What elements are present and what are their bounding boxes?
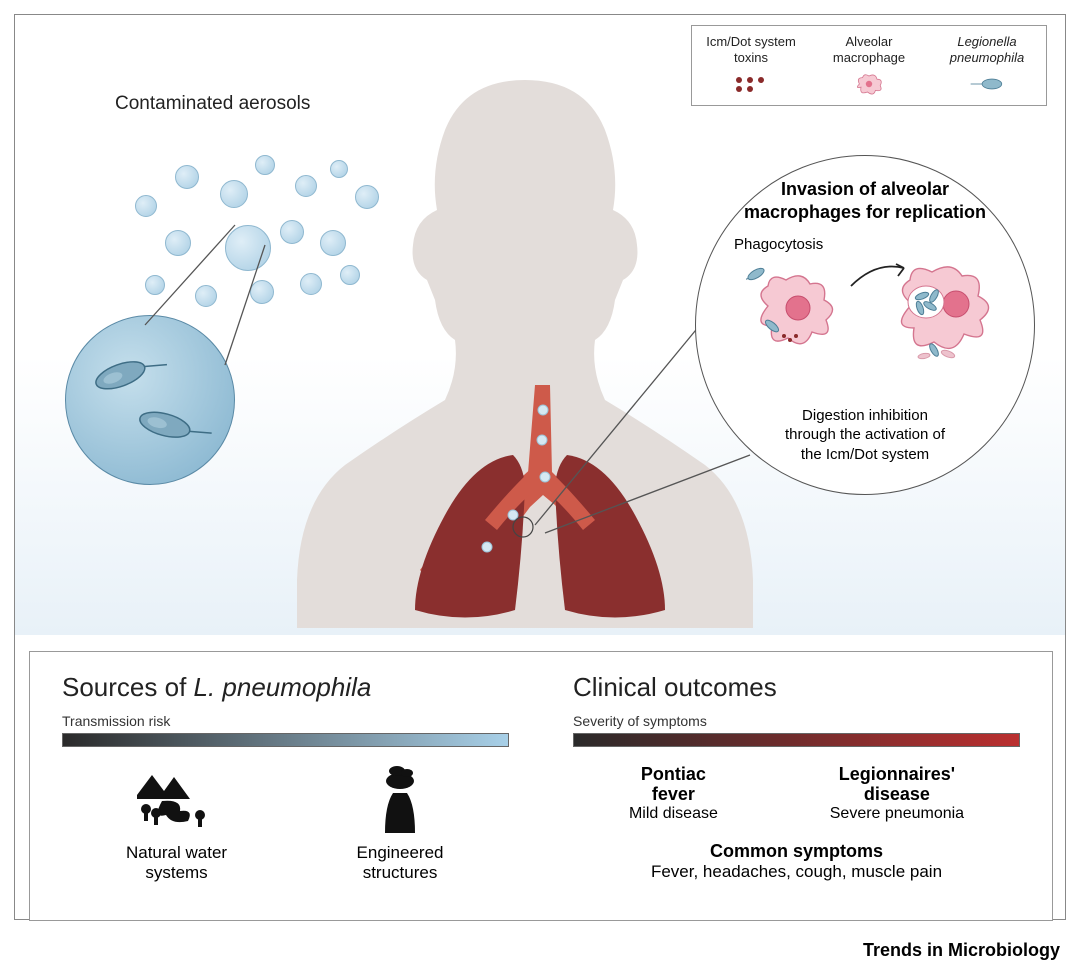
sources-title: Sources of L. pneumophila	[62, 672, 509, 703]
cooling-tower-icon	[355, 765, 445, 835]
lower-panel: Sources of L. pneumophila Transmission r…	[29, 651, 1053, 921]
legend-label: Alveolarmacrophage	[833, 34, 905, 65]
bacteria-icon	[969, 71, 1005, 97]
aerosol-bubble	[135, 195, 157, 217]
outcome-pontiac: Pontiacfever Mild disease	[629, 765, 718, 823]
sources-column: Sources of L. pneumophila Transmission r…	[30, 652, 541, 920]
legend-label: Icm/Dot systemtoxins	[706, 34, 796, 65]
severity-gradient	[573, 733, 1020, 747]
legend-label: Legionellapneumophila	[950, 34, 1024, 65]
outcome-sub: Severe pneumonia	[830, 805, 964, 823]
upper-panel: Icm/Dot systemtoxins Alveolarmacrophage …	[15, 15, 1065, 635]
source-natural-water: Natural watersystems	[126, 765, 227, 884]
source-caption: Natural watersystems	[126, 843, 227, 884]
aerosol-bubble	[175, 165, 199, 189]
transmission-gradient	[62, 733, 509, 747]
outcome-sub: Mild disease	[629, 805, 718, 823]
legend-item-legionella: Legionellapneumophila	[942, 34, 1032, 97]
common-symptoms: Common symptoms Fever, headaches, cough,…	[573, 841, 1020, 882]
aerosols-label: Contaminated aerosols	[115, 93, 310, 115]
source-engineered: Engineeredstructures	[355, 765, 445, 884]
macrophage-icon	[853, 71, 885, 97]
figure-canvas: Icm/Dot systemtoxins Alveolarmacrophage …	[14, 14, 1066, 920]
natural-water-icon	[132, 765, 222, 835]
aerosol-bubble	[220, 180, 248, 208]
source-caption: Engineeredstructures	[357, 843, 444, 884]
severity-label: Severity of symptoms	[573, 713, 1020, 729]
phagocytosis-label: Phagocytosis	[734, 236, 823, 253]
digestion-label: Digestion inhibitionthrough the activati…	[696, 406, 1034, 465]
legend-item-macrophage: Alveolarmacrophage	[824, 34, 914, 97]
clinical-title: Clinical outcomes	[573, 672, 1020, 703]
common-title: Common symptoms	[573, 841, 1020, 862]
invasion-detail-circle: Invasion of alveolarmacrophages for repl…	[695, 155, 1035, 495]
outcome-name: Legionnaires'disease	[830, 765, 964, 805]
transmission-risk-label: Transmission risk	[62, 713, 509, 729]
common-text: Fever, headaches, cough, muscle pain	[573, 862, 1020, 882]
journal-credit: Trends in Microbiology	[863, 940, 1060, 961]
outcome-name: Pontiacfever	[629, 765, 718, 805]
macrophage-replicating	[884, 256, 999, 361]
aerosol-bubble	[255, 155, 275, 175]
macrophage-phagocytosis	[746, 266, 846, 356]
outcome-legionnaires: Legionnaires'disease Severe pneumonia	[830, 765, 964, 823]
clinical-column: Clinical outcomes Severity of symptoms P…	[541, 652, 1052, 920]
invasion-title: Invasion of alveolarmacrophages for repl…	[696, 178, 1034, 223]
